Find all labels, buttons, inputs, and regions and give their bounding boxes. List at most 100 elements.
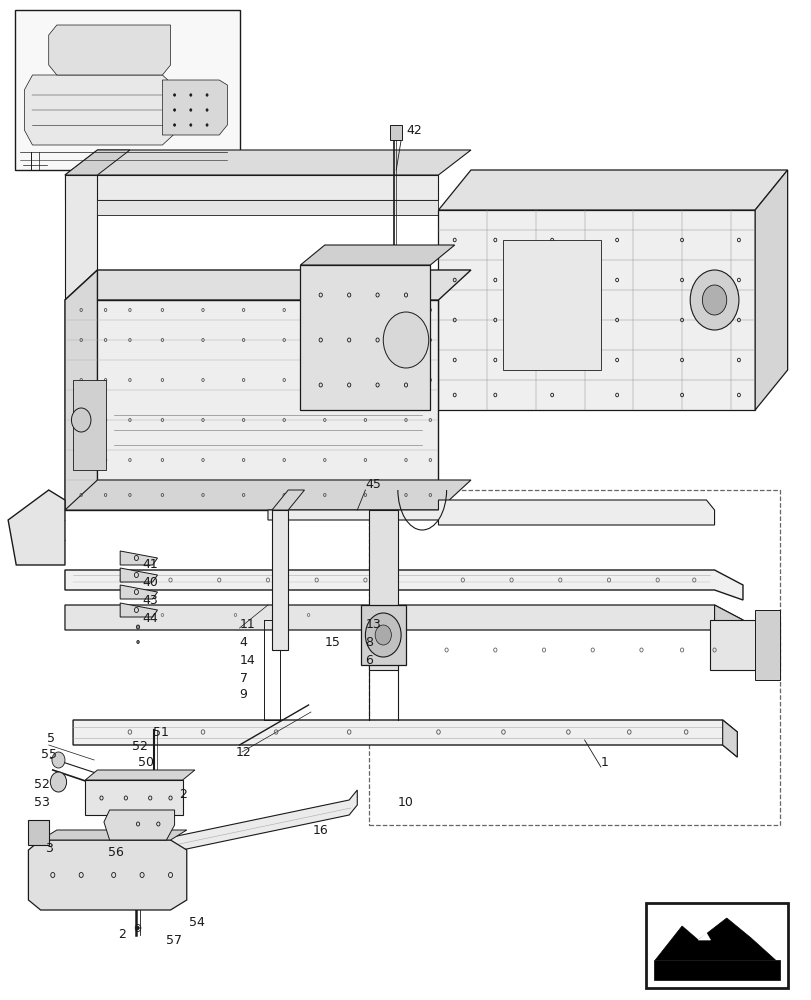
Circle shape [190, 109, 191, 111]
Polygon shape [714, 605, 742, 645]
Polygon shape [73, 380, 105, 470]
Circle shape [206, 124, 208, 126]
Polygon shape [438, 210, 754, 410]
Polygon shape [15, 10, 239, 170]
Polygon shape [8, 490, 65, 565]
Text: 41: 41 [142, 558, 157, 572]
Polygon shape [65, 150, 470, 175]
Text: 2: 2 [118, 928, 126, 942]
Text: 55: 55 [41, 748, 57, 762]
Text: 40: 40 [142, 576, 158, 588]
Text: 53: 53 [34, 796, 50, 808]
Circle shape [71, 408, 91, 432]
Polygon shape [361, 605, 406, 665]
Text: 10: 10 [397, 796, 414, 810]
Circle shape [52, 752, 65, 768]
Circle shape [50, 772, 67, 792]
Text: 6: 6 [365, 654, 373, 666]
Circle shape [136, 926, 139, 930]
Text: 7: 7 [239, 672, 247, 684]
Text: 56: 56 [108, 846, 124, 858]
Polygon shape [65, 605, 742, 645]
Text: 52: 52 [131, 740, 148, 754]
Polygon shape [722, 720, 736, 757]
Text: 11: 11 [239, 618, 255, 632]
Polygon shape [85, 780, 182, 815]
Circle shape [174, 94, 175, 96]
Polygon shape [645, 903, 787, 988]
Polygon shape [300, 245, 454, 265]
Polygon shape [104, 810, 174, 840]
Polygon shape [754, 170, 787, 410]
Text: 45: 45 [365, 479, 381, 491]
Polygon shape [65, 270, 97, 510]
Text: 2: 2 [178, 788, 187, 802]
Polygon shape [41, 830, 187, 840]
Circle shape [206, 94, 208, 96]
Polygon shape [389, 125, 401, 140]
Circle shape [136, 641, 139, 644]
Circle shape [365, 613, 401, 657]
Text: 15: 15 [324, 636, 341, 648]
Circle shape [375, 625, 391, 645]
Text: 3: 3 [45, 842, 53, 854]
Circle shape [136, 625, 139, 629]
Polygon shape [272, 490, 304, 510]
Circle shape [190, 94, 191, 96]
Polygon shape [162, 80, 227, 135]
Circle shape [174, 124, 175, 126]
Text: 12: 12 [235, 746, 251, 760]
Text: 52: 52 [34, 778, 50, 792]
Text: 54: 54 [189, 916, 205, 930]
Polygon shape [65, 570, 742, 600]
Polygon shape [503, 240, 600, 370]
Polygon shape [120, 603, 157, 617]
Polygon shape [438, 170, 787, 210]
Text: 8: 8 [365, 636, 373, 648]
Circle shape [174, 109, 175, 111]
Polygon shape [73, 720, 736, 757]
Circle shape [190, 124, 191, 126]
Text: 51: 51 [152, 726, 169, 738]
Text: 14: 14 [239, 654, 255, 666]
Polygon shape [28, 840, 187, 910]
Text: 4: 4 [239, 636, 247, 648]
Polygon shape [653, 960, 779, 980]
Circle shape [702, 285, 726, 315]
Text: 13: 13 [365, 618, 380, 632]
Polygon shape [710, 620, 779, 670]
Polygon shape [65, 175, 97, 410]
Polygon shape [85, 770, 195, 780]
Polygon shape [49, 25, 170, 75]
Polygon shape [65, 175, 438, 200]
Text: 16: 16 [312, 824, 328, 836]
Text: 1: 1 [600, 756, 608, 768]
Polygon shape [97, 200, 438, 215]
Polygon shape [65, 300, 438, 510]
Polygon shape [24, 75, 178, 145]
Text: 42: 42 [406, 123, 421, 136]
Text: 50: 50 [138, 756, 154, 768]
Polygon shape [65, 270, 470, 300]
Polygon shape [654, 918, 775, 960]
Text: 43: 43 [142, 593, 157, 606]
Polygon shape [120, 585, 157, 599]
Polygon shape [754, 610, 779, 680]
Polygon shape [272, 510, 288, 650]
Polygon shape [65, 150, 130, 175]
Text: 44: 44 [142, 611, 157, 624]
Circle shape [689, 270, 738, 330]
Polygon shape [268, 500, 714, 525]
Polygon shape [120, 568, 157, 582]
Polygon shape [134, 790, 357, 860]
Polygon shape [300, 265, 430, 410]
Polygon shape [65, 480, 470, 510]
Text: 57: 57 [166, 934, 182, 946]
Polygon shape [697, 933, 710, 940]
Text: 9: 9 [239, 688, 247, 702]
Polygon shape [120, 551, 157, 565]
Circle shape [206, 109, 208, 111]
Circle shape [383, 312, 428, 368]
Polygon shape [28, 820, 49, 845]
Polygon shape [369, 510, 397, 670]
